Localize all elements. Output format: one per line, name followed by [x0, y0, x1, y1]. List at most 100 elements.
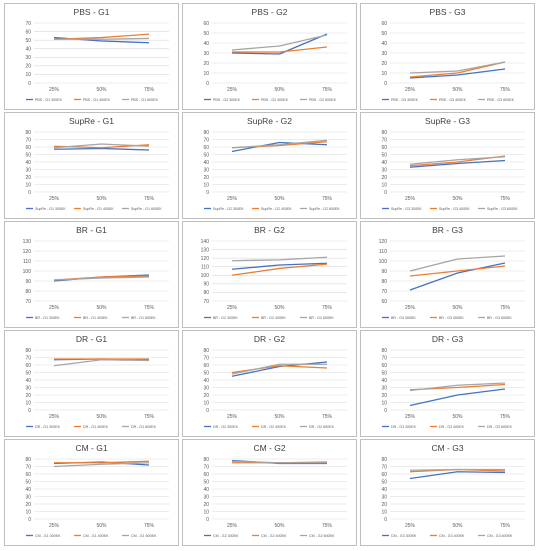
series-line	[232, 46, 328, 53]
x-tick-label: 25%	[405, 414, 416, 420]
y-tick-label: 0	[384, 408, 387, 414]
y-tick-label: 120	[379, 239, 388, 245]
y-tick-label: 80	[25, 457, 31, 463]
chart-panel: CM - G3 0 10 20 30 40 50 60 70 80 25% 50% 75% CM - G3…	[360, 439, 535, 546]
x-tick-label: 50%	[274, 523, 285, 529]
y-tick-label: 70	[203, 464, 209, 470]
y-tick-label: 30	[381, 167, 387, 173]
y-tick-label: 70	[203, 299, 209, 305]
y-tick-label: 110	[201, 265, 209, 271]
y-tick-label: 50	[381, 152, 387, 158]
legend-entry: DR - G1 300EK	[35, 425, 61, 429]
legend-entry: CM - G2 300EK	[213, 534, 239, 538]
legend-entry: SupRe - G1 300EK	[35, 207, 66, 211]
x-tick-label: 50%	[452, 305, 463, 311]
x-tick-label: 50%	[96, 196, 107, 202]
legend-entry: CM - G3 600EK	[487, 534, 513, 538]
y-tick-label: 70	[381, 355, 387, 361]
x-tick-label: 75%	[144, 196, 155, 202]
x-tick-label: 75%	[500, 196, 511, 202]
chart-panel: DR - G1 0 10 20 30 40 50 60 70 80 25% 50% 75% DR - G1…	[4, 330, 179, 437]
y-tick-label: 20	[25, 175, 31, 181]
line-chart: PBS - G1 0 10 20 30 40 50 60 70 25% 50% 75% PBS - G1…	[4, 3, 179, 110]
legend-entry: PBS - G3 300EK	[391, 98, 419, 102]
series-line	[231, 139, 328, 149]
y-tick-label: 40	[203, 378, 209, 384]
legend-entry: DR - G3 300EK	[391, 425, 417, 429]
y-tick-label: 40	[203, 160, 209, 166]
series-line	[409, 61, 506, 78]
x-tick-label: 25%	[227, 196, 238, 202]
legend-entry: PBS - G3 400EK	[439, 98, 467, 102]
y-tick-label: 0	[206, 190, 209, 196]
y-tick-label: 80	[25, 130, 31, 136]
x-tick-label: 50%	[452, 523, 463, 529]
x-tick-label: 25%	[227, 414, 238, 420]
series-line	[53, 276, 150, 281]
y-tick-label: 20	[25, 502, 31, 508]
y-tick-label: 70	[25, 299, 31, 305]
y-tick-label: 10	[381, 71, 387, 77]
chart-title: CM - G2	[253, 443, 285, 453]
y-tick-label: 70	[203, 137, 209, 143]
x-tick-label: 75%	[500, 414, 511, 420]
x-tick-label: 75%	[322, 305, 333, 311]
x-tick-label: 25%	[49, 196, 60, 202]
series-line	[231, 34, 328, 51]
legend-entry: CM - G2 400EK	[261, 534, 287, 538]
y-tick-label: 80	[203, 290, 209, 296]
chart-title: DR - G3	[432, 334, 463, 344]
series-line	[231, 256, 328, 262]
y-tick-label: 0	[206, 81, 209, 87]
chart-panel: SupRe - G3 0 10 20 30 40 50 60 70 80 25% 50% 75% SupR…	[360, 112, 535, 219]
x-tick-label: 50%	[274, 414, 285, 420]
y-tick-label: 100	[201, 273, 210, 279]
chart-panel: CM - G2 0 10 20 30 40 50 60 70 80 25% 50% 75% CM - G2…	[182, 439, 357, 546]
y-tick-label: 70	[25, 137, 31, 143]
series-line	[409, 61, 506, 74]
y-tick-label: 130	[23, 239, 32, 245]
x-tick-label: 75%	[500, 305, 511, 311]
y-tick-label: 80	[381, 130, 387, 136]
series-line	[231, 460, 327, 464]
y-tick-label: 60	[381, 21, 387, 27]
y-tick-label: 50	[203, 479, 209, 485]
y-tick-label: 50	[25, 370, 31, 376]
y-tick-label: 20	[381, 393, 387, 399]
y-tick-label: 70	[25, 355, 31, 361]
y-tick-label: 50	[203, 152, 209, 158]
y-tick-label: 40	[381, 487, 387, 493]
series-line	[409, 388, 506, 407]
chart-panel: BR - G3 60 70 80 90 100 110 120 25% 50% 75% BR - G3…	[360, 221, 535, 328]
x-tick-label: 50%	[96, 414, 107, 420]
legend-entry: DR - G1 400EK	[83, 425, 109, 429]
chart-frame	[4, 221, 179, 328]
series-line	[409, 382, 506, 392]
y-tick-label: 50	[381, 370, 387, 376]
legend-entry: CM - G2 600EK	[309, 534, 335, 538]
y-tick-label: 60	[381, 363, 387, 369]
chart-frame	[4, 3, 179, 110]
y-tick-label: 90	[203, 282, 209, 288]
y-tick-label: 60	[25, 145, 31, 151]
chart-frame	[4, 439, 179, 546]
y-tick-label: 10	[203, 400, 209, 406]
y-tick-label: 120	[23, 249, 32, 255]
y-tick-label: 80	[203, 457, 209, 463]
y-tick-label: 10	[25, 509, 31, 515]
chart-title: CM - G1	[75, 443, 107, 453]
series-line	[409, 255, 506, 272]
y-tick-label: 80	[381, 348, 387, 354]
x-tick-label: 50%	[96, 87, 107, 93]
series-line	[53, 359, 150, 367]
x-tick-label: 75%	[322, 523, 333, 529]
series-line	[54, 37, 150, 40]
x-tick-label: 50%	[274, 305, 285, 311]
y-tick-label: 20	[203, 175, 209, 181]
y-tick-label: 10	[25, 72, 31, 78]
chart-frame	[360, 330, 535, 437]
